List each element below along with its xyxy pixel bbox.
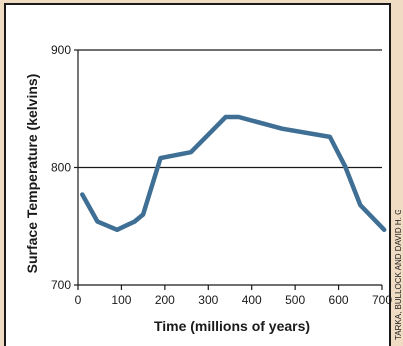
credit-svg: TARKA, BULLOCK AND DAVID H. GRINSPOON <box>394 210 403 340</box>
x-tick-label-500: 500 <box>285 293 305 307</box>
x-tick-label-200: 200 <box>155 293 175 307</box>
y-tick-label-700: 700 <box>51 278 71 292</box>
x-tick-label-600: 600 <box>329 293 349 307</box>
y-tick-label-800: 800 <box>51 161 71 175</box>
x-tick-label-0: 0 <box>75 293 82 307</box>
credit-line: TARKA, BULLOCK AND DAVID H. GRINSPOON <box>393 210 403 340</box>
y-axis-label: Surface Temperature (kelvins) <box>24 74 40 274</box>
x-tick-label-300: 300 <box>198 293 218 307</box>
credit-text: TARKA, BULLOCK AND DAVID H. GRINSPOON <box>394 210 403 340</box>
x-tick-label-700: 700 <box>372 293 392 307</box>
x-tick-label-400: 400 <box>242 293 262 307</box>
chart-frame <box>4 3 391 346</box>
x-tick-label-100: 100 <box>111 293 131 307</box>
y-tick-label-900: 900 <box>51 43 71 57</box>
x-axis-label: Time (millions of years) <box>154 318 310 334</box>
series-line-0 <box>80 114 387 233</box>
